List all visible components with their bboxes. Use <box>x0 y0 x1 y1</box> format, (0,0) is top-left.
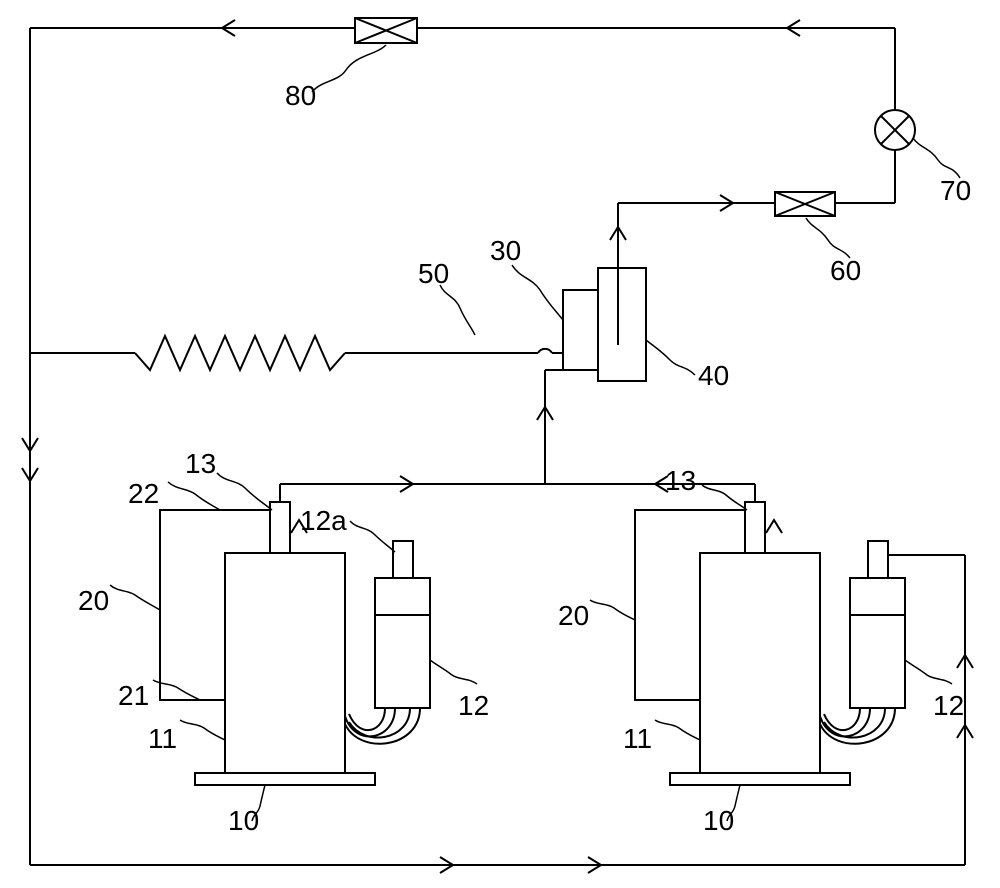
label-50: 50 <box>418 258 449 289</box>
label-12-right: 12 <box>933 690 964 721</box>
label-70: 70 <box>940 175 971 206</box>
line-jump <box>538 349 552 353</box>
right-comp-neck-13 <box>745 502 765 553</box>
label-13-right: 13 <box>665 465 696 496</box>
label-40: 40 <box>698 360 729 391</box>
right-pipe-inner <box>824 708 860 730</box>
label-13-left: 13 <box>185 448 216 479</box>
label-21: 21 <box>118 680 149 711</box>
right-12a-neck <box>868 541 888 578</box>
label-11-left: 11 <box>148 723 177 754</box>
right-comp-body-11 <box>700 553 820 773</box>
label-80: 80 <box>285 80 316 111</box>
label-12-left: 12 <box>458 690 489 721</box>
label-20-left: 20 <box>78 585 109 616</box>
component-40-box <box>598 268 646 381</box>
label-30: 30 <box>490 235 521 266</box>
spring-coil <box>135 336 345 370</box>
leader-lines <box>110 45 960 821</box>
label-22: 22 <box>128 478 159 509</box>
right-eq-pipe-20 <box>635 510 745 700</box>
left-eq-pipe-20 <box>160 510 270 700</box>
right-comp-tank-12 <box>850 578 905 708</box>
label-20-right: 20 <box>558 600 589 631</box>
left-comp-tank-12 <box>375 578 430 708</box>
label-10-right: 10 <box>703 805 734 836</box>
label-10-left: 10 <box>228 805 259 836</box>
left-pipe-inner <box>349 708 385 730</box>
label-12a: 12a <box>300 505 347 536</box>
label-11-right: 11 <box>623 723 652 754</box>
left-comp-base-10 <box>195 773 375 785</box>
right-comp-base-10 <box>670 773 850 785</box>
left-comp-neck-13 <box>270 502 290 553</box>
left-12a-neck <box>393 541 413 578</box>
left-comp-body-11 <box>225 553 345 773</box>
component-30-box <box>563 290 598 370</box>
label-60: 60 <box>830 255 861 286</box>
